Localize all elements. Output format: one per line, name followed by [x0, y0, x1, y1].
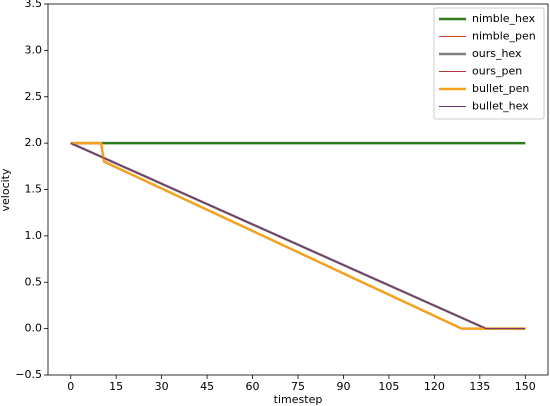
x-tick-label: 105 [378, 380, 399, 393]
y-tick-label: 3.0 [25, 43, 43, 56]
x-tick-label: 15 [109, 380, 123, 393]
series-line [70, 142, 526, 330]
series-line [70, 141, 526, 330]
x-tick-label: 0 [67, 380, 74, 393]
y-tick-label: 2.0 [25, 136, 43, 149]
y-axis-label: velocity [0, 168, 12, 211]
legend-label: bullet_hex [472, 100, 529, 113]
x-tick-label: 60 [246, 380, 260, 393]
legend-label: nimble_hex [472, 12, 536, 25]
x-tick-label: 75 [291, 380, 305, 393]
x-tick-label: 45 [200, 380, 214, 393]
y-tick-label: 3.5 [25, 0, 43, 10]
series-line [70, 141, 526, 330]
plot-lines [70, 141, 526, 330]
x-axis-label: timestep [274, 393, 323, 406]
y-tick-label: 0.5 [25, 275, 43, 288]
series-line [70, 142, 526, 330]
x-tick-label: 30 [155, 380, 169, 393]
y-tick-label: 0.0 [25, 322, 43, 335]
y-tick-label: −0.5 [15, 368, 42, 381]
y-tick-label: 1.5 [25, 183, 43, 196]
plot-frame [47, 3, 549, 376]
series-line [70, 142, 526, 330]
legend-label: nimble_pen [472, 30, 536, 43]
x-tick-label: 150 [515, 380, 536, 393]
legend-box [433, 7, 545, 120]
x-tick-label: 135 [469, 380, 490, 393]
legend-label: ours_hex [472, 47, 522, 60]
x-tick-label: 120 [424, 380, 445, 393]
x-tick-label: 90 [336, 380, 350, 393]
y-tick-label: 2.5 [25, 90, 43, 103]
legend-label: bullet_pen [472, 82, 529, 95]
y-tick-label: 1.0 [25, 229, 43, 242]
legend-label: ours_pen [472, 65, 522, 78]
